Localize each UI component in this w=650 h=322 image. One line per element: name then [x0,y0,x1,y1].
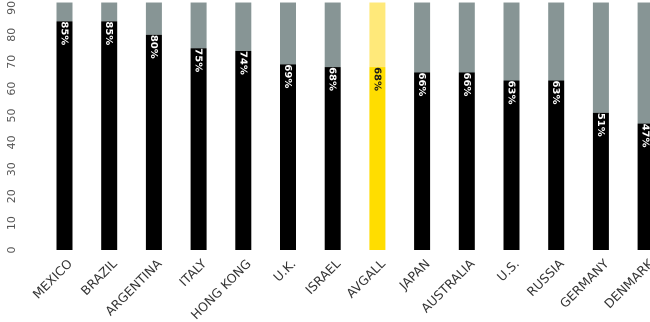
bar [101,21,118,250]
y-tick-label: 80 [5,28,18,42]
bar [458,72,475,251]
data-label: 75% [193,48,204,72]
data-label: 68% [327,67,338,91]
bar [56,21,73,250]
data-label: 63% [506,81,517,105]
x-tick-label: U.K. [270,256,298,284]
y-tick-label: 0 [5,247,18,254]
y-tick-label: 20 [5,189,18,203]
y-tick-label: 60 [5,82,18,96]
bar-remainder [369,2,386,68]
bar [324,67,341,250]
bar-remainder [503,2,520,81]
y-tick-label: 70 [5,55,18,69]
bar [592,112,609,250]
data-label: 69% [282,64,293,88]
x-tick-label: AVGALL [343,256,388,301]
bar-remainder [101,2,118,22]
bar-remainder [324,2,341,68]
bar [637,123,650,250]
bar-remainder [280,2,296,65]
bar-remainder [414,2,431,73]
bar-remainder [548,2,565,81]
x-tick-label: ISRAEL [302,256,343,297]
bars: 85% 85% 80% 75% 74% 69% 68% 68% 66% 66% 63% 63% 51% 4… [56,2,650,251]
data-label: 66% [416,72,427,96]
data-label: 80% [148,35,159,59]
data-label: 66% [461,72,472,96]
x-tick-label: U.S. [494,256,522,284]
x-tick-label: JAPAN [395,256,432,293]
x-tick-label: ITALY [176,256,209,289]
y-tick-label: 40 [5,135,18,149]
data-label: 74% [237,51,248,75]
y-tick-label: 10 [5,216,18,230]
y-tick-label: 50 [5,109,18,123]
y-tick-label: 90 [5,1,18,15]
bar [190,48,207,250]
x-tick-label: RUSSIA [524,256,567,299]
bar-remainder [190,2,207,49]
bar [548,80,565,250]
bar [145,34,162,250]
bar-remainder [637,2,650,124]
y-axis: 0 10 20 30 40 50 60 70 80 90 [5,1,18,254]
data-label: 85% [59,21,70,45]
bar-remainder [56,2,73,22]
bar [369,67,386,250]
x-tick-label: MEXICO [29,256,75,302]
data-label: 51% [595,113,606,137]
bar-remainder [592,2,609,113]
data-label: 63% [550,81,561,105]
data-label: 68% [371,67,382,91]
x-tick-label: BRAZIL [78,256,120,298]
data-label: 85% [103,21,114,45]
y-tick-label: 30 [5,162,18,176]
bar [414,72,431,251]
bar [280,64,296,250]
bar-remainder [235,2,252,51]
bar [235,50,252,250]
bar-remainder [458,2,475,73]
bar-remainder [145,2,162,35]
bar [503,80,520,250]
data-label: 47% [640,124,650,148]
